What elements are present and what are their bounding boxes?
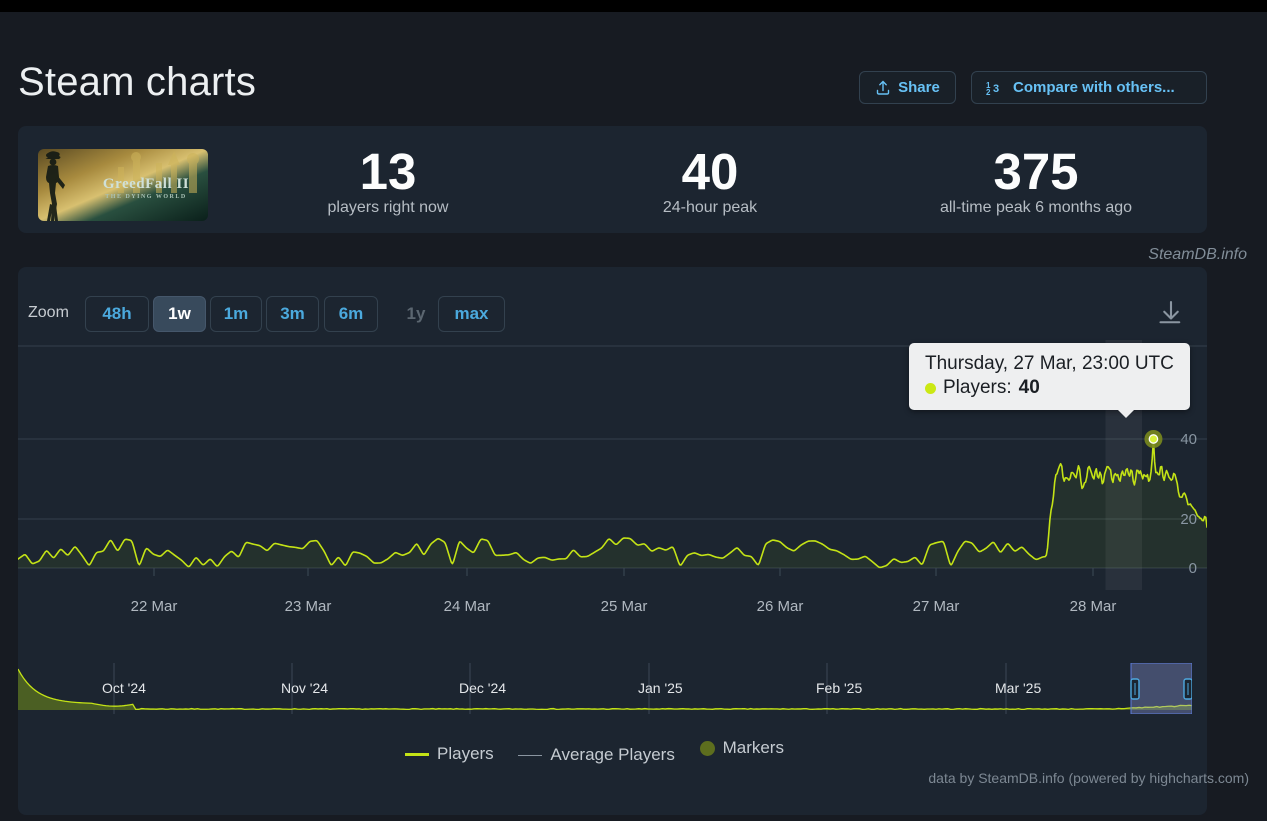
svg-text:THE DYING WORLD: THE DYING WORLD xyxy=(105,194,186,200)
svg-text:3: 3 xyxy=(993,83,999,95)
svg-text:GreedFall II: GreedFall II xyxy=(103,176,189,192)
svg-text:2: 2 xyxy=(986,88,991,96)
